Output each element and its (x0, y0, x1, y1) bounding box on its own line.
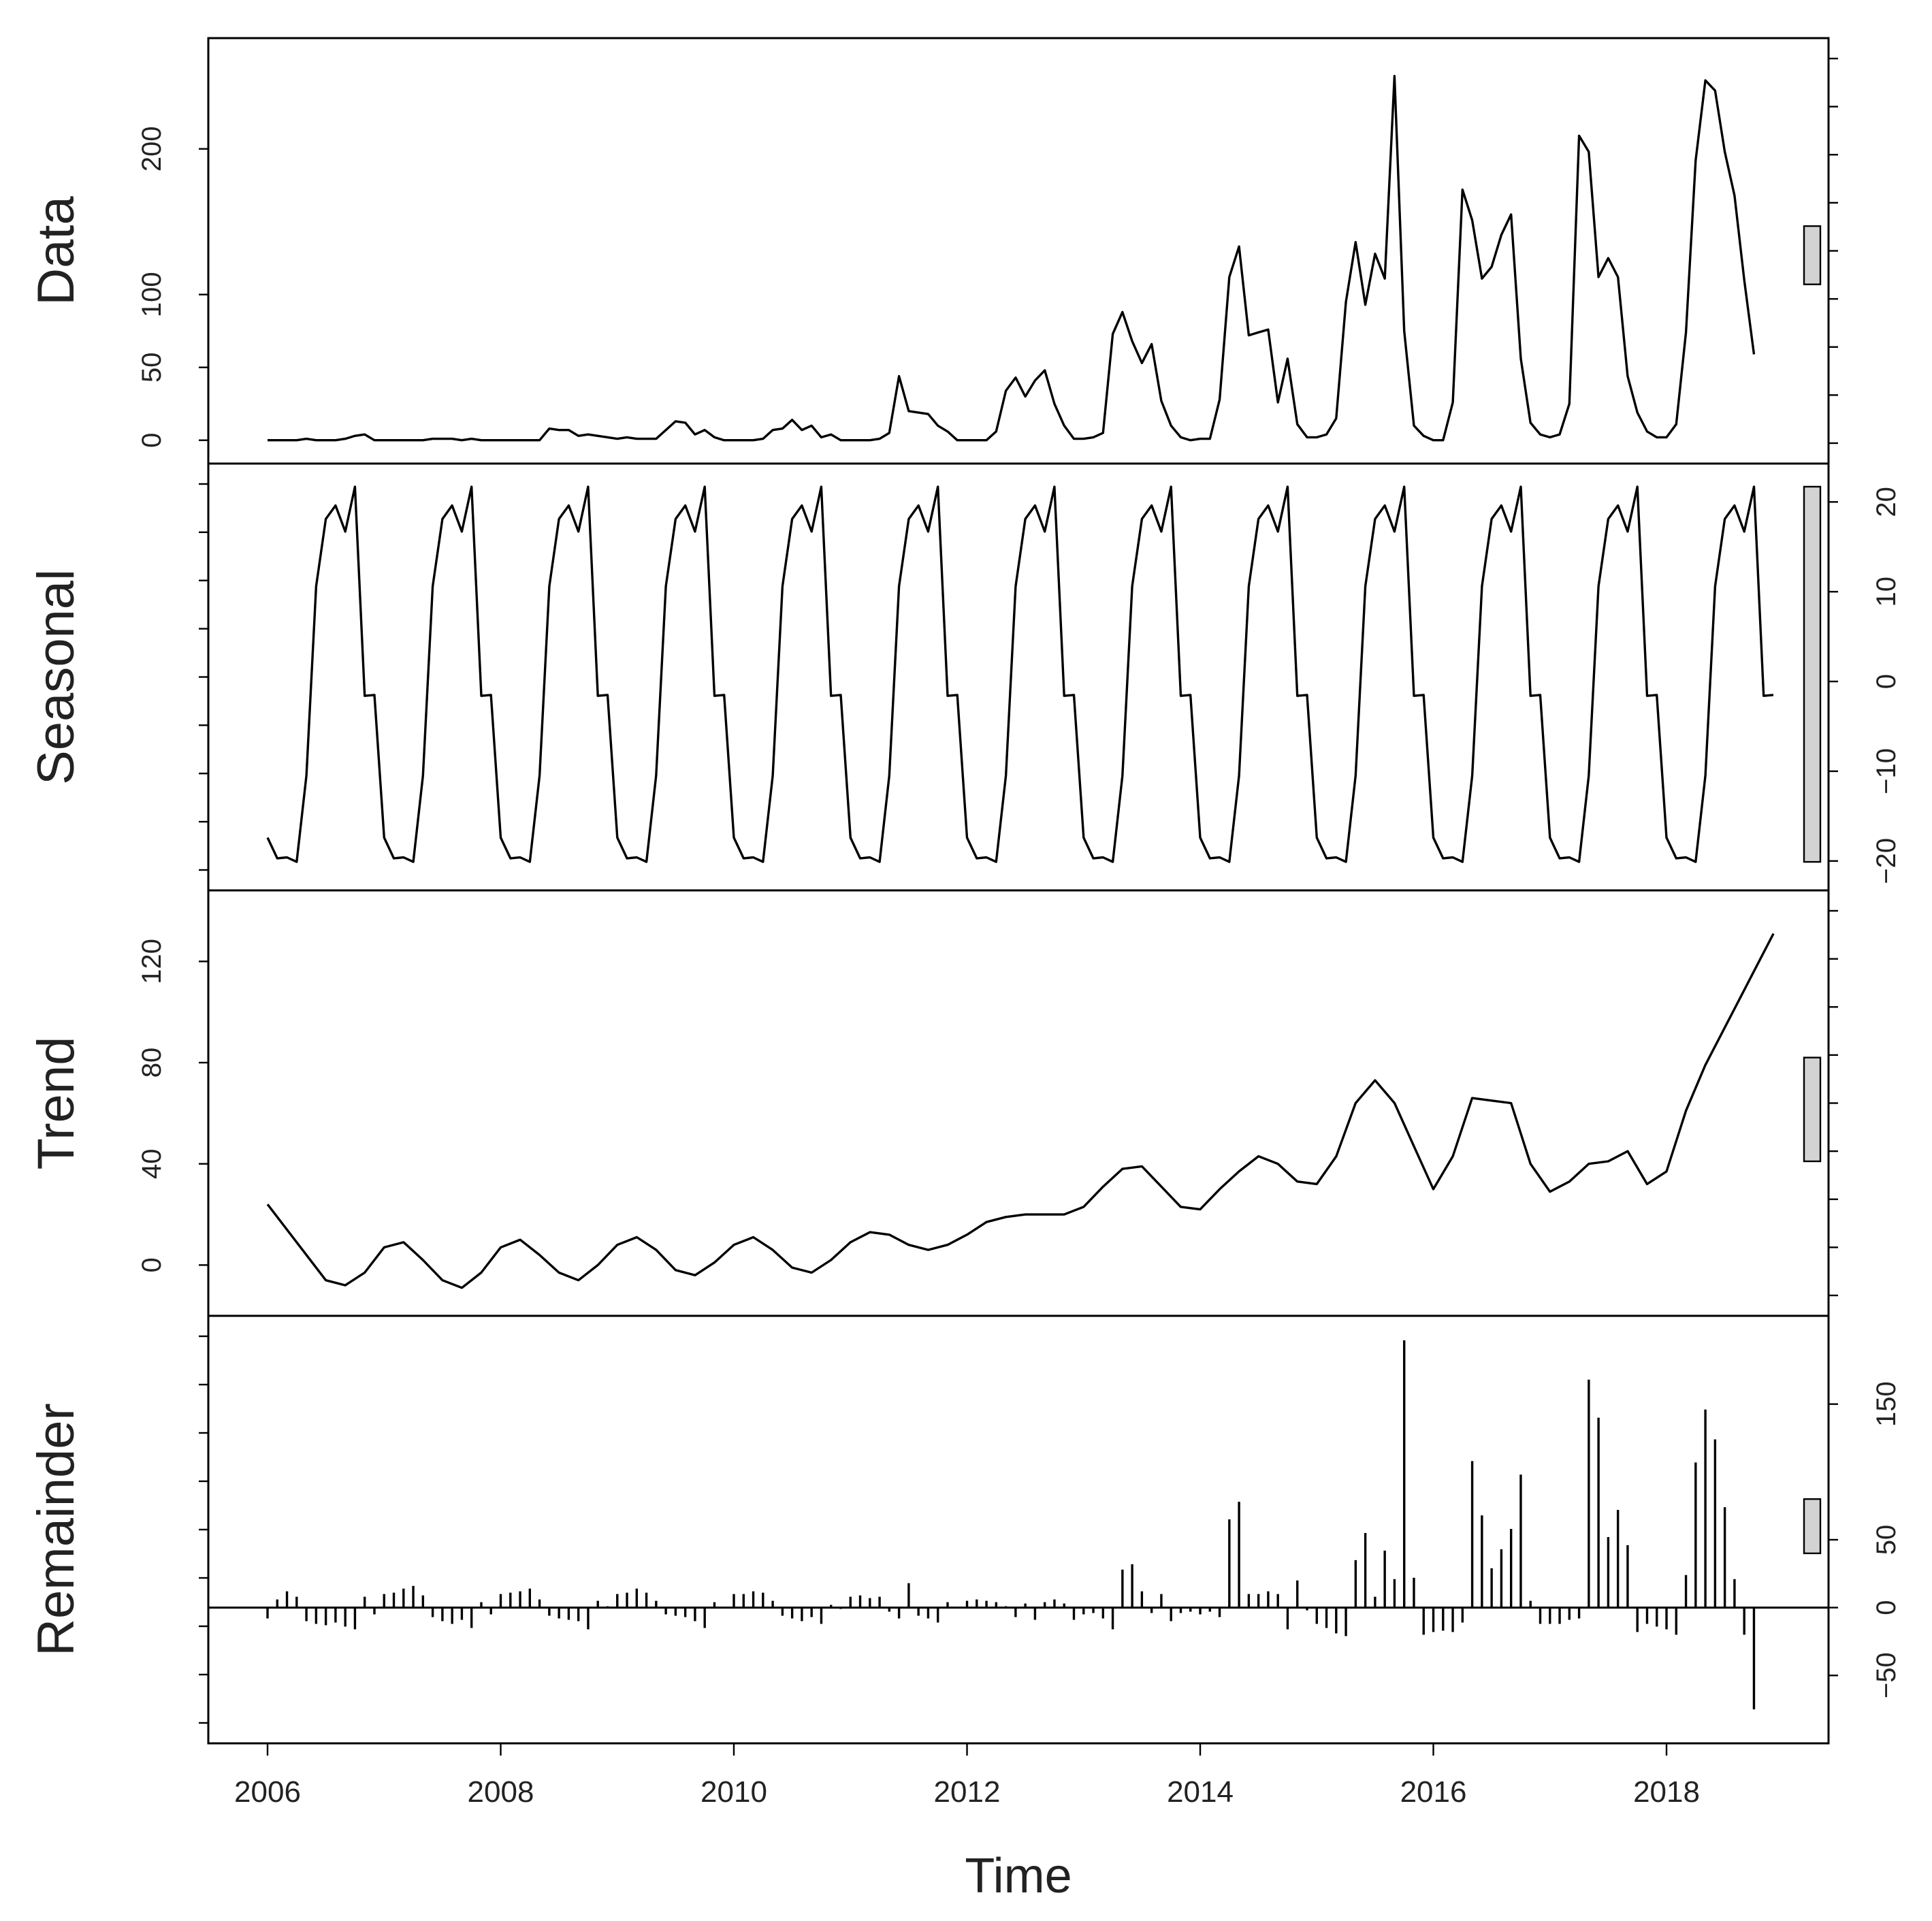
y-tick-label: 0 (1871, 1600, 1901, 1615)
y-tick-label: 20 (1871, 487, 1901, 517)
x-axis-label: Time (965, 1849, 1072, 1903)
panel-frame (207, 889, 1830, 1317)
panel-label: Data (27, 196, 85, 306)
x-tick-label: 2018 (1633, 1775, 1700, 1809)
scale-bar (1803, 485, 1822, 863)
scale-bar (1803, 1056, 1822, 1163)
x-tick-label: 2016 (1400, 1775, 1467, 1809)
y-tick-label: −50 (1871, 1652, 1901, 1698)
series-line-trend (266, 933, 1775, 1289)
series-line-seasonal (266, 485, 1774, 863)
y-tick-label: −20 (1871, 838, 1901, 884)
panel-frame (207, 462, 1830, 892)
series-line-data (268, 75, 1756, 442)
panel-frame (207, 1314, 1830, 1745)
y-tick-label: 0 (137, 433, 167, 448)
y-tick-label: 50 (1871, 1525, 1901, 1555)
x-tick-label: 2014 (1167, 1775, 1234, 1809)
panel-trend: Trend 0 40 80 120 (27, 889, 1838, 1317)
y-tick-label: 200 (137, 126, 167, 172)
x-tick-label: 2008 (468, 1775, 534, 1809)
y-tick-label: 0 (137, 1257, 167, 1272)
x-axis: Time 2006 2008 2010 2012 2014 2016 2018 (234, 1743, 1700, 1903)
y-tick-label: 100 (137, 272, 167, 317)
panel-seasonal: Seasonal −20 −10 0 10 20 (27, 462, 1901, 892)
panel-frame (207, 37, 1830, 465)
scale-bar (1803, 225, 1822, 285)
x-tick-label: 2012 (934, 1775, 1001, 1809)
y-tick-label: 40 (137, 1148, 167, 1179)
y-tick-label: 80 (137, 1048, 167, 1078)
panel-label: Seasonal (27, 569, 85, 785)
scale-bar (1803, 1498, 1822, 1555)
y-tick-label: 0 (1871, 674, 1901, 689)
y-tick-label: −10 (1871, 748, 1901, 794)
y-tick-label: 150 (1871, 1381, 1901, 1427)
panel-label: Remainder (27, 1403, 85, 1656)
panels: Data 0 50 100 200 Seasonal −20 −10 0 10 20 Trend 0 40… (27, 37, 1901, 1745)
y-tick-label: 10 (1871, 577, 1901, 607)
x-tick-label: 2006 (234, 1775, 301, 1809)
x-tick-label: 2010 (701, 1775, 767, 1809)
panel-remainder: Remainder −50 0 50 150 (27, 1314, 1901, 1745)
y-tick-label: 50 (137, 352, 167, 383)
panel-label: Trend (27, 1037, 85, 1170)
panel-data: Data 0 50 100 200 (27, 37, 1838, 465)
y-tick-label: 120 (137, 939, 167, 984)
